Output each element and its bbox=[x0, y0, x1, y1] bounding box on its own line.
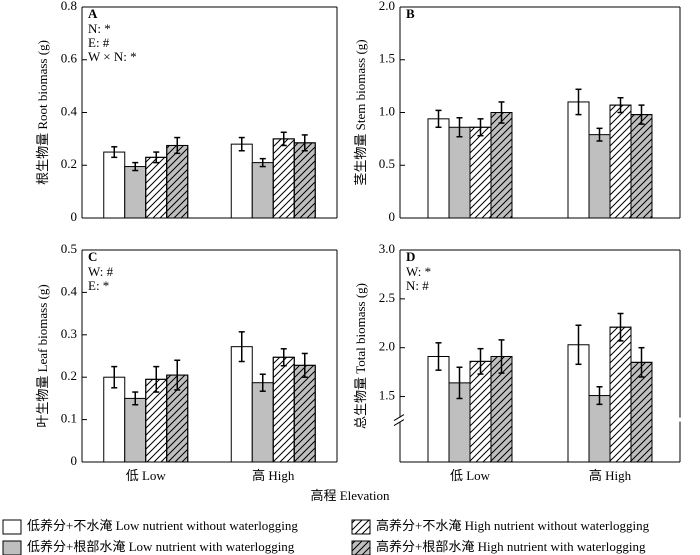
y-tick-label: 0.5 bbox=[61, 241, 77, 256]
y-tick-label: 1.5 bbox=[379, 51, 395, 66]
y-tick-label: 0.4 bbox=[61, 283, 78, 298]
bar bbox=[103, 151, 126, 219]
y-tick-label: 1.5 bbox=[379, 388, 395, 403]
annotation: N: # bbox=[406, 278, 429, 293]
panel-label: D bbox=[406, 249, 415, 264]
bar bbox=[588, 395, 611, 463]
legend-label: 高养分+不水淹 High nutrient without waterloggi… bbox=[376, 518, 650, 533]
bar-hatch bbox=[293, 364, 316, 463]
bar bbox=[427, 118, 450, 219]
bar-hatch bbox=[609, 326, 632, 463]
legend-label: 低养分+根部水淹 Low nutrient with waterlogging bbox=[27, 539, 295, 554]
bar bbox=[103, 376, 126, 463]
bar bbox=[588, 134, 611, 219]
bar bbox=[448, 126, 471, 219]
bar-hatch bbox=[272, 356, 295, 463]
bar-hatch bbox=[293, 142, 316, 219]
bar-hatch bbox=[469, 360, 492, 463]
legend-swatch bbox=[2, 519, 22, 535]
y-tick-label: 0.6 bbox=[61, 51, 78, 66]
bar bbox=[251, 162, 274, 219]
annotation: E: # bbox=[88, 35, 110, 50]
annotation: W: * bbox=[406, 264, 431, 279]
x-tick-label: 低 Low bbox=[450, 468, 491, 483]
y-axis-title: 茎生物量 Stem biomass (g) bbox=[353, 39, 368, 185]
y-tick-label: 0.3 bbox=[61, 326, 77, 341]
bar-hatch bbox=[490, 112, 513, 219]
y-tick-label: 0 bbox=[389, 209, 396, 224]
bar bbox=[427, 355, 450, 463]
legend-label: 低养分+不水淹 Low nutrient without waterloggin… bbox=[27, 518, 298, 533]
x-tick-label: 高 High bbox=[252, 468, 295, 483]
y-tick-label: 0.2 bbox=[61, 156, 77, 171]
y-tick-label: 2.0 bbox=[379, 0, 395, 13]
y-tick-label: 0 bbox=[71, 209, 78, 224]
y-axis-title: 总生物量 Total biomass (g) bbox=[353, 283, 368, 429]
bar-hatch bbox=[272, 138, 295, 219]
legend-swatch bbox=[2, 540, 22, 555]
axis-break-gap bbox=[392, 417, 688, 422]
y-tick-label: 0.1 bbox=[61, 411, 77, 426]
annotation: W: # bbox=[88, 264, 114, 279]
bar-hatch bbox=[630, 114, 653, 219]
y-tick-label: 0.5 bbox=[379, 156, 395, 171]
bar bbox=[567, 101, 590, 219]
y-tick-label: 0.8 bbox=[61, 0, 77, 13]
bar-hatch bbox=[609, 104, 632, 219]
x-tick-label: 低 Low bbox=[126, 468, 167, 483]
y-tick-label: 0 bbox=[71, 453, 78, 468]
bar bbox=[230, 346, 253, 463]
panel-label: A bbox=[88, 6, 98, 21]
axis-break bbox=[393, 419, 405, 427]
bar bbox=[124, 397, 147, 463]
annotation: E: * bbox=[88, 278, 109, 293]
bar bbox=[251, 382, 274, 463]
legend-hatch bbox=[351, 519, 371, 535]
axis-break bbox=[393, 414, 405, 422]
bar bbox=[230, 143, 253, 219]
annotation: W × N: * bbox=[88, 49, 137, 64]
x-axis-title: 高程 Elevation bbox=[310, 488, 390, 503]
legend-label: 高养分+根部水淹 High nutrient with waterlogging bbox=[376, 539, 646, 554]
annotation: N: * bbox=[88, 21, 111, 36]
y-tick-label: 2.0 bbox=[379, 339, 395, 354]
y-axis-title: 叶生物量 Leaf biomass (g) bbox=[35, 284, 50, 427]
bar-hatch bbox=[166, 144, 189, 219]
x-tick-label: 高 High bbox=[589, 468, 632, 483]
y-tick-label: 0.4 bbox=[61, 103, 78, 118]
bar-hatch bbox=[145, 156, 168, 219]
legend-hatch bbox=[351, 540, 371, 555]
y-tick-label: 2.5 bbox=[379, 290, 395, 305]
bar-hatch bbox=[469, 126, 492, 219]
y-tick-label: 3.0 bbox=[379, 241, 395, 256]
y-tick-label: 1.0 bbox=[379, 103, 395, 118]
y-tick-label: 0.2 bbox=[61, 368, 77, 383]
y-axis-title: 根生物量 Root biomass (g) bbox=[35, 40, 50, 185]
panel-label: B bbox=[406, 6, 415, 21]
bar bbox=[124, 166, 147, 219]
panel-label: C bbox=[88, 249, 97, 264]
